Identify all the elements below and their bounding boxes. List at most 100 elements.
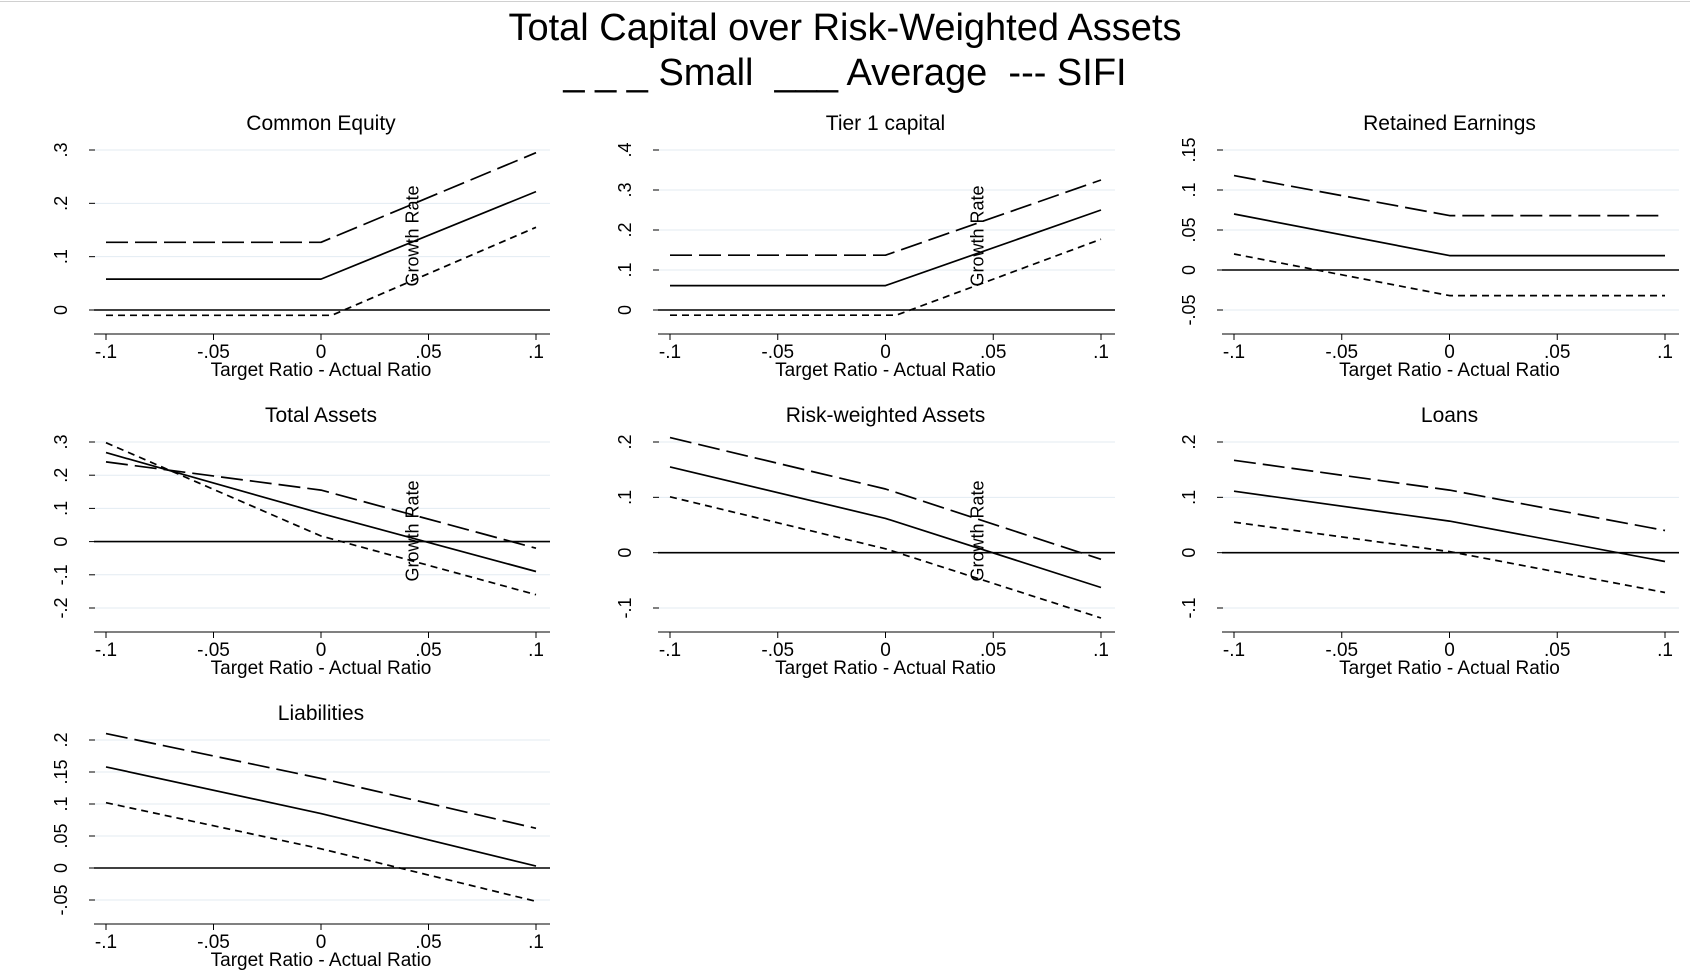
series-line-average [670, 209, 1102, 287]
y-tick-label: -.2 [51, 597, 71, 618]
x-tick-label: .05 [1544, 640, 1570, 661]
y-tick-label: 0 [1179, 265, 1199, 275]
y-tick-label: .2 [615, 434, 635, 449]
y-tick-label: -.1 [615, 597, 635, 618]
y-tick-label: .2 [615, 222, 635, 237]
x-tick-label: -.1 [95, 932, 117, 953]
series-line-sifi [105, 801, 537, 903]
y-tick-label: 0 [615, 548, 635, 558]
x-tick-label: .05 [415, 342, 441, 363]
y-tick-label: .15 [1179, 137, 1199, 162]
panel-liabilities: -.05 0 .05 .1 .15 .2 -.1 -.05 0 .05 .1 Target Ratio… [51, 702, 550, 971]
y-axis-label: Growth Rate [967, 480, 987, 581]
x-tick-label: -.1 [1223, 640, 1245, 661]
series-line-sifi [1233, 521, 1666, 594]
x-axis-label: Target Ratio - Actual Ratio [775, 658, 996, 679]
figure-title: Total Capital over Risk-Weighted Assets [508, 7, 1181, 49]
x-axis-label: Target Ratio - Actual Ratio [775, 360, 996, 381]
panel-risk-weighted-assets: -.1 0 .1 .2 -.1 -.05 0 .05 .1 Target Ratio - Actu… [615, 404, 1115, 679]
y-tick-label: 0 [51, 305, 71, 315]
y-tick-label: .4 [615, 142, 635, 157]
x-axis-label: Target Ratio - Actual Ratio [1339, 658, 1560, 679]
y-tick-label: -.05 [1179, 294, 1199, 325]
series-line-small [670, 179, 1102, 257]
x-tick-label: 0 [1444, 342, 1455, 363]
x-tick-label: .05 [1544, 342, 1570, 363]
y-tick-label: .1 [51, 501, 71, 516]
y-tick-label: .05 [1179, 217, 1199, 242]
y-tick-label: .3 [615, 182, 635, 197]
x-tick-label: -.05 [1325, 640, 1358, 661]
series-line-small [669, 436, 1102, 561]
y-tick-label: .2 [51, 732, 71, 747]
x-tick-label: .1 [528, 932, 544, 953]
series-line-small [1233, 459, 1666, 532]
panels: 0 .1 .2 .3 -.1 -.05 0 .05 .1 Target Ratio - Actua… [51, 112, 1679, 971]
y-tick-label: 0 [51, 537, 71, 547]
panel-title: Total Assets [265, 404, 377, 427]
x-tick-label: -.05 [761, 640, 794, 661]
y-tick-label: .1 [51, 796, 71, 811]
y-tick-label: .1 [615, 262, 635, 277]
x-tick-label: .1 [1657, 342, 1673, 363]
x-tick-label: -.05 [761, 342, 794, 363]
panel-loans: -.1 0 .1 .2 -.1 -.05 0 .05 .1 Target Ratio - Actu… [1179, 404, 1679, 679]
panel-title: Common Equity [246, 112, 396, 135]
series-line-average [105, 766, 537, 867]
x-tick-label: .1 [1093, 342, 1109, 363]
y-tick-label: .2 [1179, 434, 1199, 449]
series-line-average [106, 190, 537, 280]
x-tick-label: .1 [528, 342, 544, 363]
x-tick-label: .05 [980, 640, 1006, 661]
panel-title: Loans [1421, 404, 1478, 427]
panel-tier-1-capital: 0 .1 .2 .3 .4 -.1 -.05 0 .05 .1 Target Ratio - Act… [615, 112, 1115, 381]
panel-total-assets: -.2 -.1 0 .1 .2 .3 -.1 -.05 0 .05 .1 Target Ratio -… [51, 404, 550, 679]
x-tick-label: 0 [316, 932, 327, 953]
panel-title: Risk-weighted Assets [786, 404, 986, 427]
y-tick-label: .3 [51, 142, 71, 157]
y-tick-label: .1 [51, 249, 71, 264]
x-tick-label: .05 [415, 932, 441, 953]
x-tick-label: -.1 [659, 640, 681, 661]
x-tick-label: .1 [528, 640, 544, 661]
series-line-small [106, 151, 537, 244]
series-line-small [105, 461, 537, 550]
y-tick-label: .05 [51, 823, 71, 848]
x-tick-label: -.1 [95, 640, 117, 661]
y-axis-label: Growth Rate [403, 480, 423, 581]
x-tick-label: 0 [880, 640, 891, 661]
series-line-sifi [106, 226, 537, 317]
x-tick-label: 0 [316, 342, 327, 363]
y-tick-label: .2 [51, 196, 71, 211]
x-tick-label: -.1 [659, 342, 681, 363]
series-line-sifi [670, 238, 1102, 317]
x-tick-label: -.05 [197, 932, 230, 953]
y-axis-label: Growth Rate [967, 185, 987, 286]
y-tick-label: .1 [1179, 182, 1199, 197]
x-axis-label: Target Ratio - Actual Ratio [1339, 360, 1560, 381]
x-tick-label: 0 [1444, 640, 1455, 661]
y-tick-label: 0 [1179, 548, 1199, 558]
y-tick-label: -.1 [1179, 597, 1199, 618]
series-line-average [1233, 490, 1666, 563]
series-line-small [105, 732, 537, 830]
x-tick-label: .05 [980, 342, 1006, 363]
y-tick-label: .15 [51, 759, 71, 784]
series-line-sifi [1233, 253, 1665, 297]
panel-common-equity: 0 .1 .2 .3 -.1 -.05 0 .05 .1 Target Ratio - Actua… [51, 112, 550, 381]
y-tick-label: 0 [615, 305, 635, 315]
x-axis-label: Target Ratio - Actual Ratio [211, 950, 432, 971]
series-line-small [1233, 174, 1665, 217]
y-tick-label: .2 [51, 468, 71, 483]
x-axis-label: Target Ratio - Actual Ratio [211, 360, 432, 381]
y-tick-label: .1 [615, 490, 635, 505]
y-tick-label: .3 [51, 434, 71, 449]
panel-title: Tier 1 capital [826, 112, 945, 135]
x-tick-label: -.05 [197, 640, 230, 661]
panel-title: Liabilities [278, 702, 364, 725]
y-axis-label: Growth Rate [403, 185, 423, 286]
series-line-sifi [105, 441, 537, 596]
x-tick-label: -.05 [197, 342, 230, 363]
